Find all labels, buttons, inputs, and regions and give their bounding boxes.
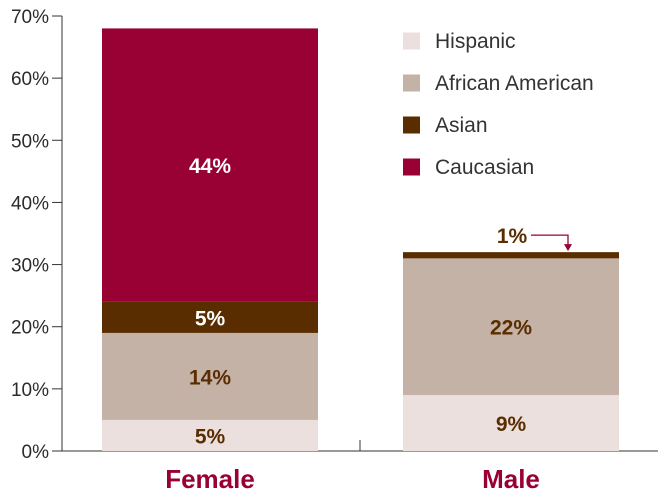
annotation-arrow <box>531 234 569 247</box>
y-tick-label: 50% <box>11 131 49 152</box>
legend-label: Asian <box>435 114 488 137</box>
y-tick-label: 0% <box>22 442 50 463</box>
bar-segment <box>403 395 619 451</box>
bar-segment <box>102 332 318 420</box>
legend-label: African American <box>435 72 594 95</box>
y-tick-label: 30% <box>11 256 49 277</box>
data-label: 9% <box>496 413 527 436</box>
category-label: Male <box>482 464 540 493</box>
legend-swatch <box>403 158 420 176</box>
bar-segment <box>102 419 318 451</box>
bar-segment <box>102 28 318 302</box>
legend-swatch <box>403 116 420 134</box>
annotation-arrowhead <box>564 244 572 252</box>
data-label: 1% <box>497 225 528 248</box>
y-tick-label: 20% <box>11 318 49 339</box>
legend-label: Caucasian <box>435 156 534 179</box>
data-label: 5% <box>195 307 226 330</box>
data-label: 14% <box>189 366 231 389</box>
category-label: Female <box>165 464 255 493</box>
bar-segment <box>403 258 619 396</box>
y-tick-label: 70% <box>11 7 49 28</box>
y-tick-label: 40% <box>11 193 49 214</box>
legend: Hispanic African American Asian Caucasian <box>403 30 594 179</box>
data-labels: 5% 14% 5% 44% 9% 22% 1% <box>189 155 572 448</box>
y-tick-label: 10% <box>11 380 49 401</box>
legend-swatch <box>403 32 420 50</box>
legend-swatch <box>403 74 420 92</box>
data-label: 22% <box>490 317 532 340</box>
category-labels: Female Male <box>165 464 540 493</box>
bar-segment <box>102 301 318 333</box>
bar-segments <box>102 28 619 451</box>
bar-segment <box>403 252 619 259</box>
data-label: 5% <box>195 425 226 448</box>
axes: 0% 10% 20% 30% 40% 50% 60% 70% <box>11 7 658 463</box>
y-tick-label: 60% <box>11 69 49 90</box>
data-label: 44% <box>189 155 231 178</box>
legend-label: Hispanic <box>435 30 516 53</box>
